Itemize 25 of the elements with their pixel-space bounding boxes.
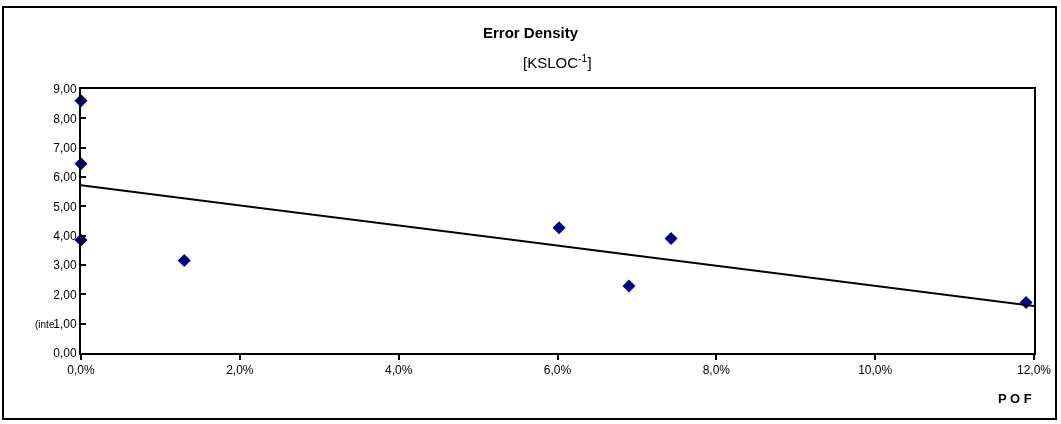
y-tick-label: 0,00 — [53, 346, 77, 361]
x-tick-label: 2,0% — [226, 363, 254, 378]
chart-title: Error Density — [482, 24, 579, 42]
point — [664, 232, 678, 246]
point — [552, 221, 566, 235]
chart-subtitle: [KSLOC$^{-1}$] — [523, 52, 592, 72]
y-tick-label: 2,00 — [53, 287, 77, 302]
y-tick-label: 1,00 — [53, 316, 77, 331]
x-tick-label: 10,0% — [858, 363, 893, 378]
point — [177, 254, 191, 268]
y-tick-label: 4,00 — [53, 228, 77, 243]
y-tick-label: 7,00 — [53, 140, 77, 155]
point — [622, 279, 636, 293]
x-tick-label: 4,0% — [384, 363, 413, 378]
x-tick-label: 6,0% — [543, 363, 572, 378]
y-tick-label: 3,00 — [53, 258, 77, 273]
x-axis-title: P O F — [998, 391, 1032, 406]
x-tick-label: 0,0% — [67, 363, 95, 378]
y-tick-label: 6,00 — [53, 170, 77, 185]
y-tick-label: 9,00 — [53, 82, 77, 97]
y-tick-label: 5,00 — [53, 199, 77, 214]
x-tick-label: 12,0% — [1016, 363, 1052, 378]
y-tick-label: 8,00 — [53, 111, 77, 126]
x-tick-label: 8,0% — [702, 363, 731, 378]
text: (inte — [35, 319, 55, 330]
